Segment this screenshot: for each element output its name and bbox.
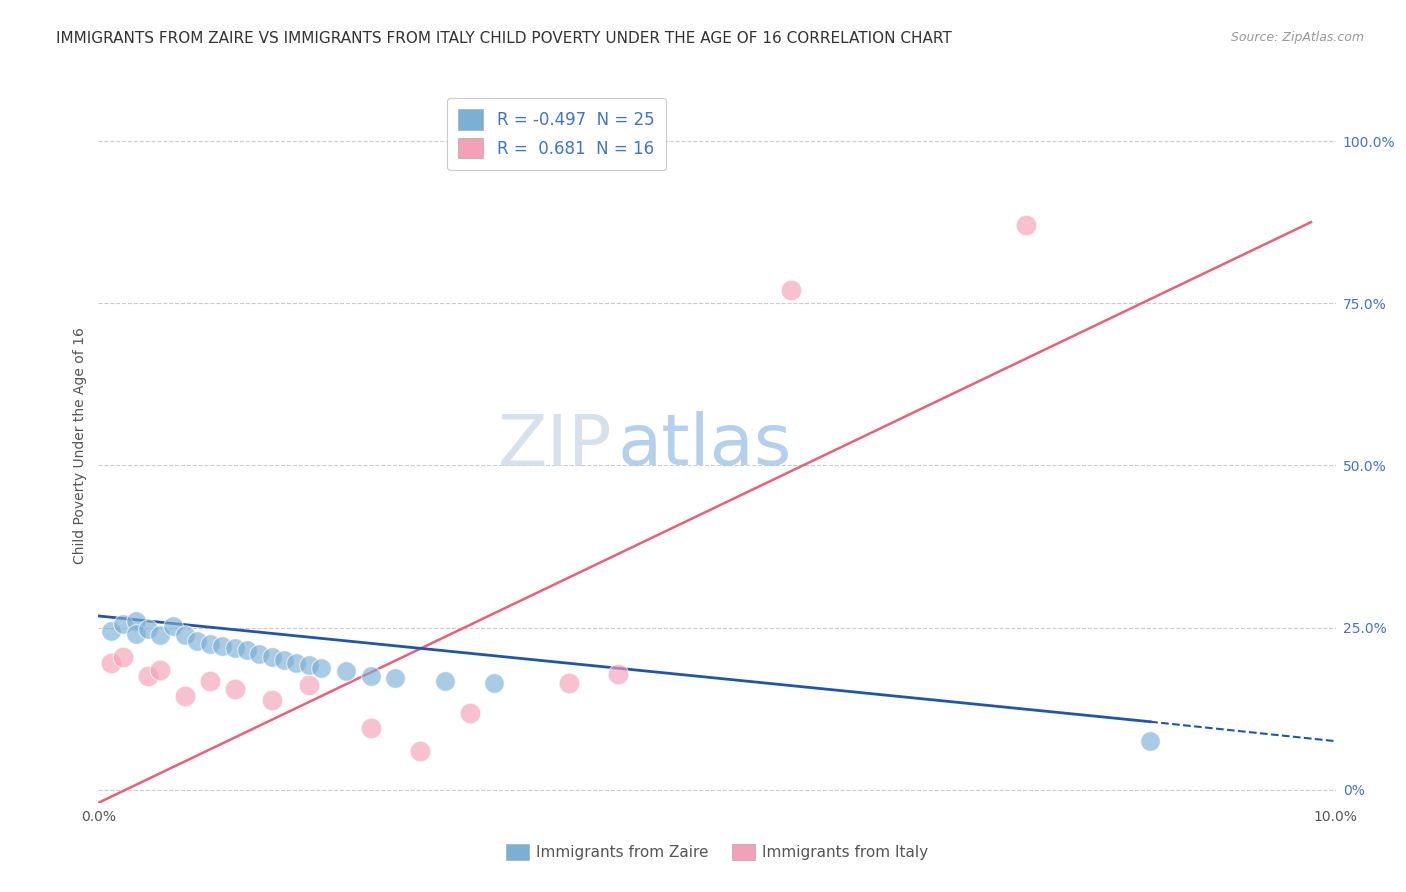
- Point: [309, 661, 332, 675]
- Point: [335, 664, 357, 678]
- Point: [236, 643, 259, 657]
- Point: [112, 617, 135, 632]
- Point: [360, 721, 382, 735]
- Text: atlas: atlas: [619, 411, 793, 481]
- Point: [124, 627, 146, 641]
- Point: [273, 653, 295, 667]
- Point: [285, 657, 308, 671]
- Point: [260, 693, 283, 707]
- Point: [484, 675, 506, 690]
- Point: [409, 744, 432, 758]
- Text: IMMIGRANTS FROM ZAIRE VS IMMIGRANTS FROM ITALY CHILD POVERTY UNDER THE AGE OF 16: IMMIGRANTS FROM ZAIRE VS IMMIGRANTS FROM…: [56, 31, 952, 46]
- Point: [162, 619, 184, 633]
- Point: [607, 667, 630, 681]
- Point: [458, 706, 481, 721]
- Point: [780, 283, 803, 297]
- Point: [298, 658, 321, 673]
- Point: [100, 624, 122, 638]
- Text: Source: ZipAtlas.com: Source: ZipAtlas.com: [1230, 31, 1364, 45]
- Point: [298, 678, 321, 692]
- Point: [174, 628, 197, 642]
- Point: [1015, 219, 1038, 233]
- Point: [149, 663, 172, 677]
- Point: [112, 649, 135, 664]
- Point: [384, 671, 406, 685]
- Point: [1139, 734, 1161, 748]
- Point: [360, 669, 382, 683]
- Y-axis label: Child Poverty Under the Age of 16: Child Poverty Under the Age of 16: [73, 327, 87, 565]
- Point: [174, 689, 197, 703]
- Point: [557, 675, 579, 690]
- Point: [247, 647, 270, 661]
- Legend: Immigrants from Zaire, Immigrants from Italy: Immigrants from Zaire, Immigrants from I…: [499, 838, 935, 866]
- Point: [224, 641, 246, 656]
- Point: [198, 673, 221, 688]
- Point: [186, 633, 208, 648]
- Point: [149, 628, 172, 642]
- Point: [198, 637, 221, 651]
- Point: [136, 622, 159, 636]
- Point: [433, 673, 456, 688]
- Point: [136, 669, 159, 683]
- Point: [260, 649, 283, 664]
- Point: [224, 682, 246, 697]
- Point: [124, 614, 146, 628]
- Point: [211, 639, 233, 653]
- Text: ZIP: ZIP: [498, 411, 612, 481]
- Point: [100, 657, 122, 671]
